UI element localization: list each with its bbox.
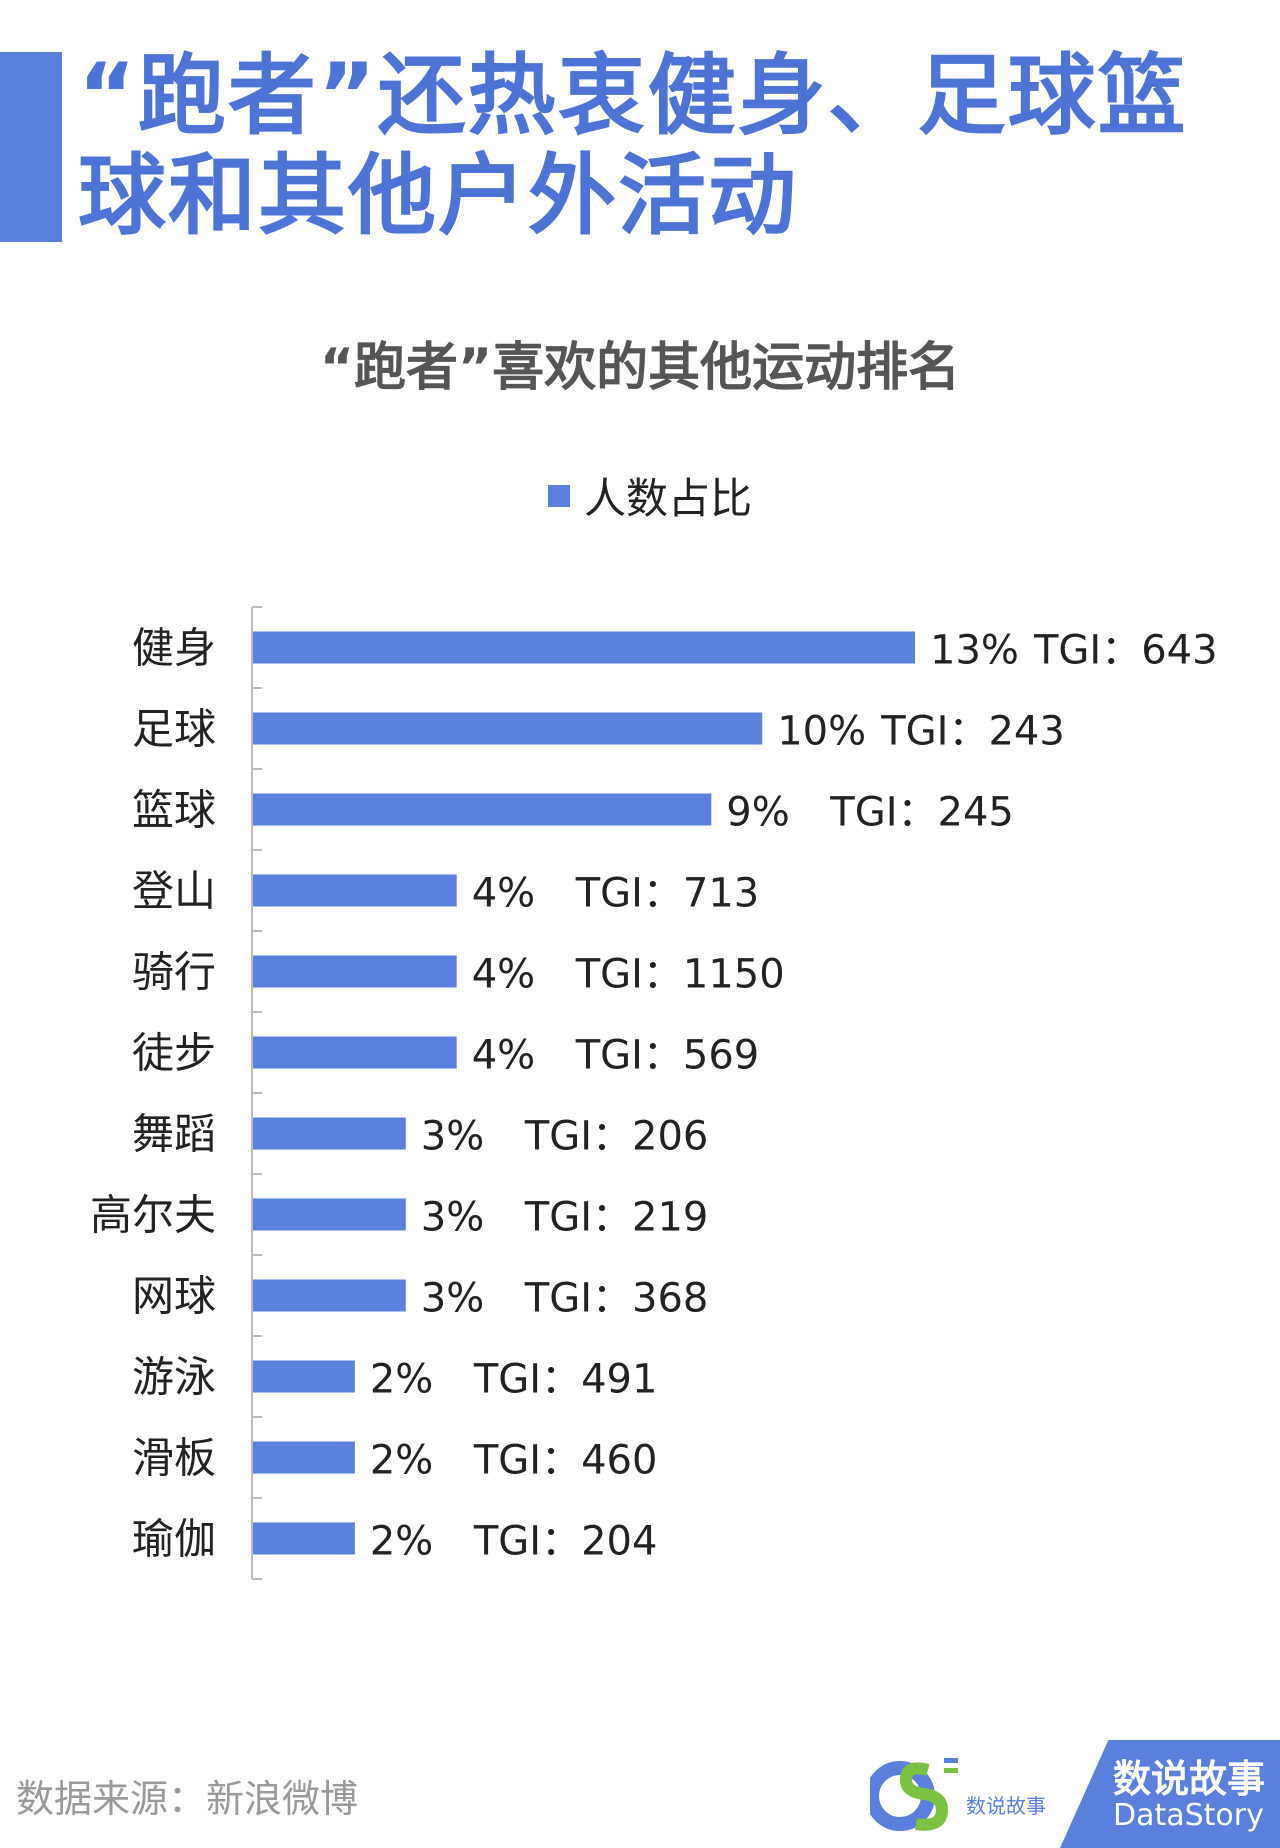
tgi-label: TGI：245 (829, 790, 1014, 836)
tgi-label: TGI：1150 (575, 952, 785, 998)
bar-value-label: 10% (777, 709, 866, 755)
bar-value-label: 9% (726, 790, 789, 836)
footer-source: 数据来源：新浪微博 (16, 1777, 359, 1821)
tgi-label: TGI：569 (575, 1033, 760, 1079)
chart-legend: 人数占比 (548, 465, 752, 526)
datastory-logo-icon (870, 1758, 958, 1831)
bar (253, 1117, 406, 1150)
brand-name-en: DataStory (1113, 1798, 1264, 1833)
bar-value-label: 2% (370, 1438, 433, 1484)
legend-swatch (548, 484, 570, 507)
category-label: 瑜伽 (132, 1515, 216, 1564)
brand-name-cn: 数说故事 (1113, 1757, 1266, 1801)
tgi-label: TGI：206 (524, 1114, 709, 1160)
bar-value-label: 3% (421, 1195, 484, 1241)
tgi-label: TGI：491 (473, 1357, 658, 1403)
bar-value-label: 2% (370, 1519, 433, 1565)
category-label: 高尔夫 (90, 1191, 216, 1240)
bar (253, 955, 457, 988)
brand-name-small: 数说故事 (966, 1794, 1046, 1818)
category-label: 徒步 (132, 1029, 216, 1078)
category-label: 健身 (132, 624, 216, 673)
bar-value-label: 4% (472, 952, 535, 998)
legend-label: 人数占比 (584, 474, 753, 523)
category-label: 网球 (132, 1272, 216, 1321)
header-accent-bar (0, 52, 62, 242)
bar (253, 1441, 355, 1474)
bar-value-label: 2% (370, 1357, 433, 1403)
bar (253, 1522, 355, 1555)
bar (253, 1198, 406, 1231)
tgi-label: TGI：460 (473, 1438, 658, 1484)
tgi-label: TGI：643 (1033, 628, 1218, 674)
brand-logo: 数说故事 数说故事 DataStory (870, 1740, 1280, 1848)
page-title-line-2: 球和其他户外活动 (78, 144, 799, 247)
bar-value-label: 4% (472, 871, 535, 917)
bar (253, 1360, 355, 1393)
chart-title: “跑者”喜欢的其他运动排名 (319, 338, 961, 398)
bar (253, 874, 457, 907)
bar-value-label: 3% (421, 1114, 484, 1160)
tgi-label: TGI：713 (575, 871, 760, 917)
page-title-line-1: “跑者”还热衷健身、足球篮 (78, 44, 1188, 147)
page-title: “跑者”还热衷健身、足球篮 球和其他户外活动 (78, 46, 1258, 246)
category-label: 骑行 (132, 948, 216, 997)
category-label: 登山 (132, 867, 216, 916)
bar-value-label: 4% (472, 1033, 535, 1079)
bar (253, 1036, 457, 1069)
tgi-label: TGI：204 (473, 1519, 658, 1565)
category-label: 足球 (132, 705, 216, 754)
category-label: 篮球 (132, 786, 216, 835)
bar (253, 712, 763, 745)
tgi-label: TGI：368 (524, 1276, 709, 1322)
bar (253, 793, 712, 826)
category-label: 滑板 (132, 1434, 216, 1483)
bar-value-label: 13% (930, 628, 1019, 674)
category-label: 游泳 (132, 1353, 216, 1402)
category-label: 舞蹈 (132, 1110, 216, 1159)
bar (253, 1279, 406, 1312)
bar (253, 631, 915, 664)
tgi-label: TGI：243 (880, 709, 1065, 755)
tgi-label: TGI：219 (524, 1195, 709, 1241)
bar-value-label: 3% (421, 1276, 484, 1322)
